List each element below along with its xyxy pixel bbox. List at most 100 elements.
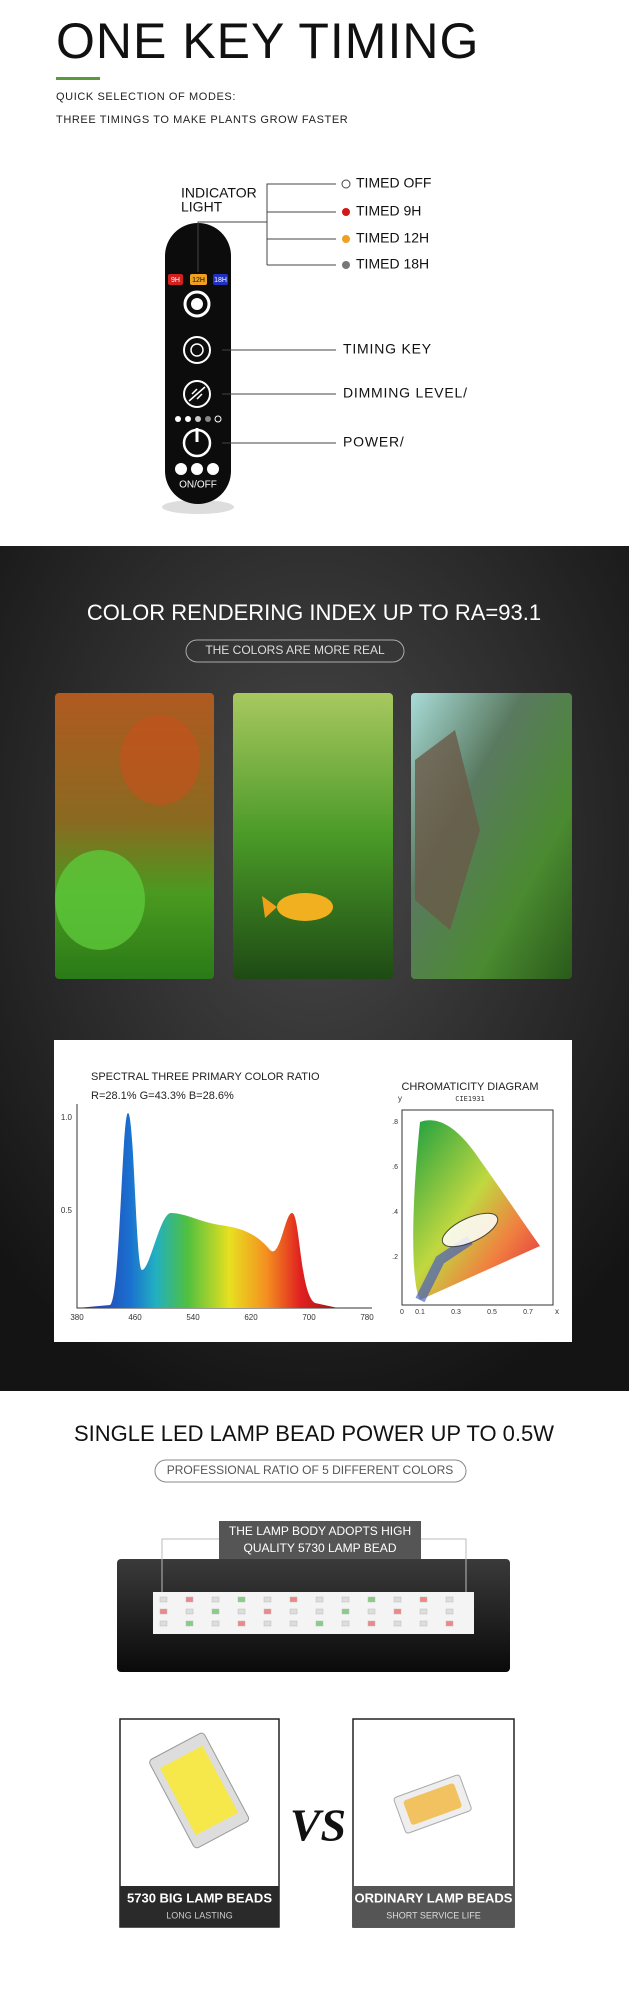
chroma-y-tick: .2 bbox=[392, 1254, 398, 1261]
led-bead bbox=[185, 1608, 194, 1615]
chroma-subtitle: CIE1931 bbox=[455, 1095, 485, 1103]
vs-text: VS bbox=[290, 1800, 346, 1851]
compare-note: LONG LASTING bbox=[166, 1910, 233, 1920]
subtitle: THREE TIMINGS TO MAKE PLANTS GROW FASTER bbox=[56, 114, 348, 126]
photo-plant bbox=[120, 715, 200, 805]
led-bead bbox=[315, 1596, 324, 1603]
lamp-beads bbox=[159, 1596, 454, 1627]
spectrum-x-tick: 380 bbox=[70, 1313, 84, 1322]
led-bead bbox=[211, 1608, 220, 1615]
small-bead bbox=[393, 1774, 472, 1834]
led-bead bbox=[367, 1596, 376, 1603]
key-label: DIMMING LEVEL/ bbox=[343, 385, 468, 401]
photo-fish bbox=[277, 893, 333, 921]
led-bead bbox=[367, 1608, 376, 1615]
spectrum-ratio: R=28.1% G=43.3% B=28.6% bbox=[91, 1090, 234, 1102]
indicator-18h bbox=[213, 274, 228, 285]
mode-button bbox=[207, 463, 219, 475]
led-bead bbox=[419, 1620, 428, 1627]
level-dot bbox=[195, 416, 201, 422]
led-bead bbox=[237, 1596, 246, 1603]
led-bead bbox=[315, 1620, 324, 1627]
spectrum-y-tick: 0.5 bbox=[61, 1206, 73, 1215]
led-bead bbox=[445, 1596, 454, 1603]
compare-caption bbox=[120, 1886, 279, 1927]
indicator-label: 12H bbox=[192, 277, 205, 284]
photo-aquarium bbox=[233, 693, 393, 979]
spectrum-x-tick: 540 bbox=[186, 1313, 200, 1322]
badge-text: PROFESSIONAL RATIO OF 5 DIFFERENT COLORS bbox=[167, 1463, 454, 1477]
led-bead bbox=[341, 1608, 350, 1615]
badge-text: THE COLORS ARE MORE REAL bbox=[205, 643, 385, 657]
led-bead bbox=[393, 1608, 402, 1615]
callout-text: QUALITY 5730 LAMP BEAD bbox=[244, 1541, 397, 1555]
led-bead bbox=[159, 1608, 168, 1615]
chroma-axis-x: x bbox=[555, 1307, 559, 1316]
led-bead bbox=[289, 1620, 298, 1627]
led-bead bbox=[263, 1596, 272, 1603]
photo-rock bbox=[415, 730, 480, 930]
indicator-12h bbox=[190, 274, 207, 285]
mode-label: TIMED 9H bbox=[356, 203, 421, 219]
remote-button bbox=[191, 298, 203, 310]
mode-dot bbox=[342, 208, 350, 216]
spectrum-x-tick: 700 bbox=[302, 1313, 316, 1322]
callout-text: THE LAMP BODY ADOPTS HIGH bbox=[229, 1524, 411, 1538]
photo-plant bbox=[55, 850, 145, 950]
photo-fish bbox=[262, 896, 277, 918]
led-bead bbox=[237, 1608, 246, 1615]
chroma-x-tick: 0.1 bbox=[415, 1309, 425, 1316]
key-label: POWER/ bbox=[343, 434, 405, 450]
spectrum-x-tick: 620 bbox=[244, 1313, 258, 1322]
chroma-y-tick: .6 bbox=[392, 1164, 398, 1171]
bead-phosphor bbox=[403, 1783, 462, 1825]
connector bbox=[197, 183, 336, 272]
led-bead bbox=[185, 1620, 194, 1627]
badge bbox=[154, 1459, 467, 1483]
chroma-frame bbox=[401, 1109, 554, 1306]
led-bead bbox=[211, 1620, 220, 1627]
level-dot bbox=[185, 416, 191, 422]
led-bead bbox=[159, 1620, 168, 1627]
mode-dot bbox=[341, 179, 351, 189]
dimming-icon bbox=[188, 386, 206, 402]
led-bead bbox=[211, 1596, 220, 1603]
chroma-y-tick: .8 bbox=[392, 1119, 398, 1126]
timing-button bbox=[183, 336, 211, 364]
level-dot bbox=[205, 416, 211, 422]
mode-label: TIMED 18H bbox=[356, 256, 429, 272]
led-bead bbox=[393, 1596, 402, 1603]
mode-label: TIMED OFF bbox=[356, 175, 431, 191]
timing-icon bbox=[190, 343, 204, 357]
led-bead bbox=[393, 1620, 402, 1627]
compare-label: 5730 BIG LAMP BEADS bbox=[127, 1890, 272, 1905]
level-dot bbox=[175, 416, 181, 422]
led-bead bbox=[367, 1620, 376, 1627]
indicator-label: 9H bbox=[171, 277, 180, 284]
led-bead bbox=[263, 1608, 272, 1615]
compare-label: ORDINARY LAMP BEADS bbox=[355, 1890, 513, 1905]
chroma-x-tick: 0 bbox=[400, 1309, 404, 1316]
led-bead bbox=[341, 1596, 350, 1603]
bead-phosphor bbox=[160, 1745, 239, 1836]
level-dot bbox=[214, 415, 222, 423]
chroma-x-tick: 0.3 bbox=[451, 1309, 461, 1316]
indicator-title: LIGHT bbox=[181, 199, 223, 215]
chroma-ticks: .8 .6 .4 .2 0 0.1 0.3 0.5 0.7 bbox=[392, 1119, 533, 1316]
chroma-title: CHROMATICITY DIAGRAM bbox=[401, 1081, 538, 1093]
led-bead bbox=[263, 1620, 272, 1627]
chroma-y-tick: .4 bbox=[392, 1209, 398, 1216]
accent-line bbox=[56, 77, 100, 80]
led-bead bbox=[315, 1608, 324, 1615]
big-bead bbox=[149, 1732, 250, 1849]
section-title: COLOR RENDERING INDEX UP TO RA=93.1 bbox=[87, 600, 541, 625]
chroma-blue bbox=[415, 1235, 473, 1303]
spectrum-y-tick: 1.0 bbox=[61, 1113, 73, 1122]
callout-line bbox=[161, 1538, 467, 1592]
spectrum-title: SPECTRAL THREE PRIMARY COLOR RATIO bbox=[91, 1071, 320, 1083]
indicator-9h bbox=[168, 274, 183, 285]
led-bead bbox=[445, 1608, 454, 1615]
indicator-title: INDICATOR bbox=[181, 185, 257, 201]
led-bead bbox=[289, 1608, 298, 1615]
mode-button bbox=[191, 463, 203, 475]
